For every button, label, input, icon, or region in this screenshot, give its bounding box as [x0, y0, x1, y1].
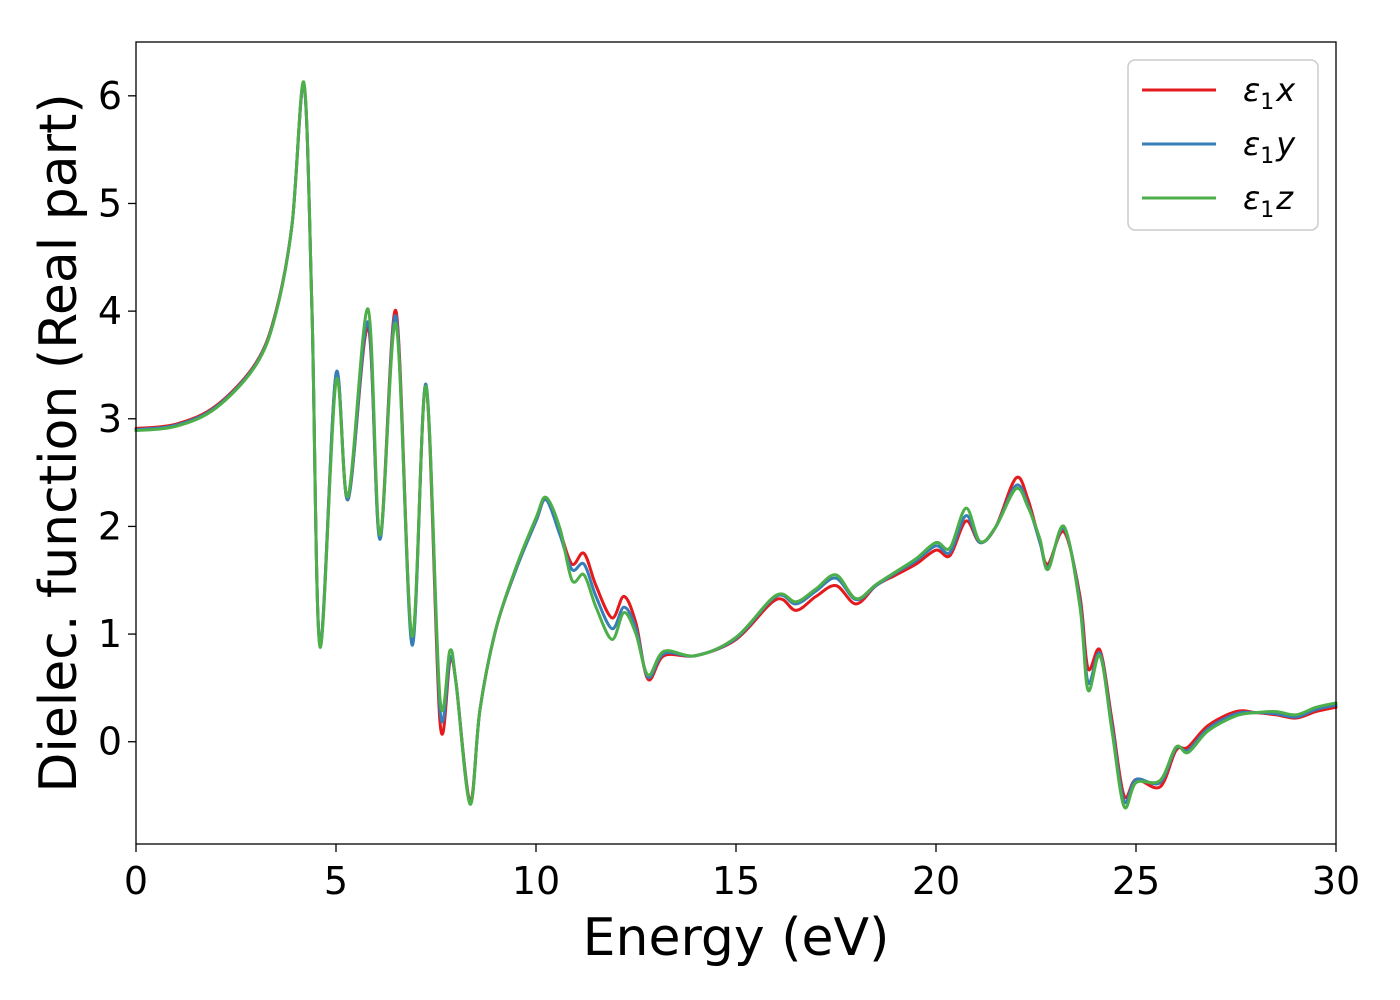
x-tick-label: 5	[324, 859, 348, 903]
x-tick-label: 20	[912, 859, 960, 903]
x-tick-label: 10	[512, 859, 560, 903]
y-tick-label: 1	[98, 612, 122, 656]
x-tick-label: 0	[124, 859, 148, 903]
y-tick-label: 3	[98, 397, 122, 441]
y-tick-label: 4	[98, 289, 122, 333]
y-tick-label: 6	[98, 74, 122, 118]
legend: ε1x ε1y ε1z	[1127, 59, 1319, 231]
x-axis-ticks: 0 5 10 15 20 25 30	[124, 844, 1360, 903]
y-tick-label: 0	[98, 720, 122, 764]
legend-label-y: ε1y	[1243, 125, 1296, 169]
y-tick-label: 5	[98, 181, 122, 225]
x-tick-label: 25	[1112, 859, 1160, 903]
series-layer	[134, 80, 1338, 810]
x-tick-label: 15	[712, 859, 760, 903]
legend-box	[1127, 59, 1319, 231]
legend-label-z: ε1z	[1243, 179, 1294, 223]
y-axis-label: Dielec. function (Real part)	[29, 93, 89, 792]
y-tick-label: 2	[98, 504, 122, 548]
legend-label-x: ε1x	[1243, 71, 1296, 115]
series-line-z	[134, 80, 1338, 810]
y-axis-ticks: 0 1 2 3 4 5 6	[98, 74, 136, 764]
x-tick-label: 30	[1312, 859, 1360, 903]
x-axis-label: Energy (eV)	[583, 908, 890, 968]
